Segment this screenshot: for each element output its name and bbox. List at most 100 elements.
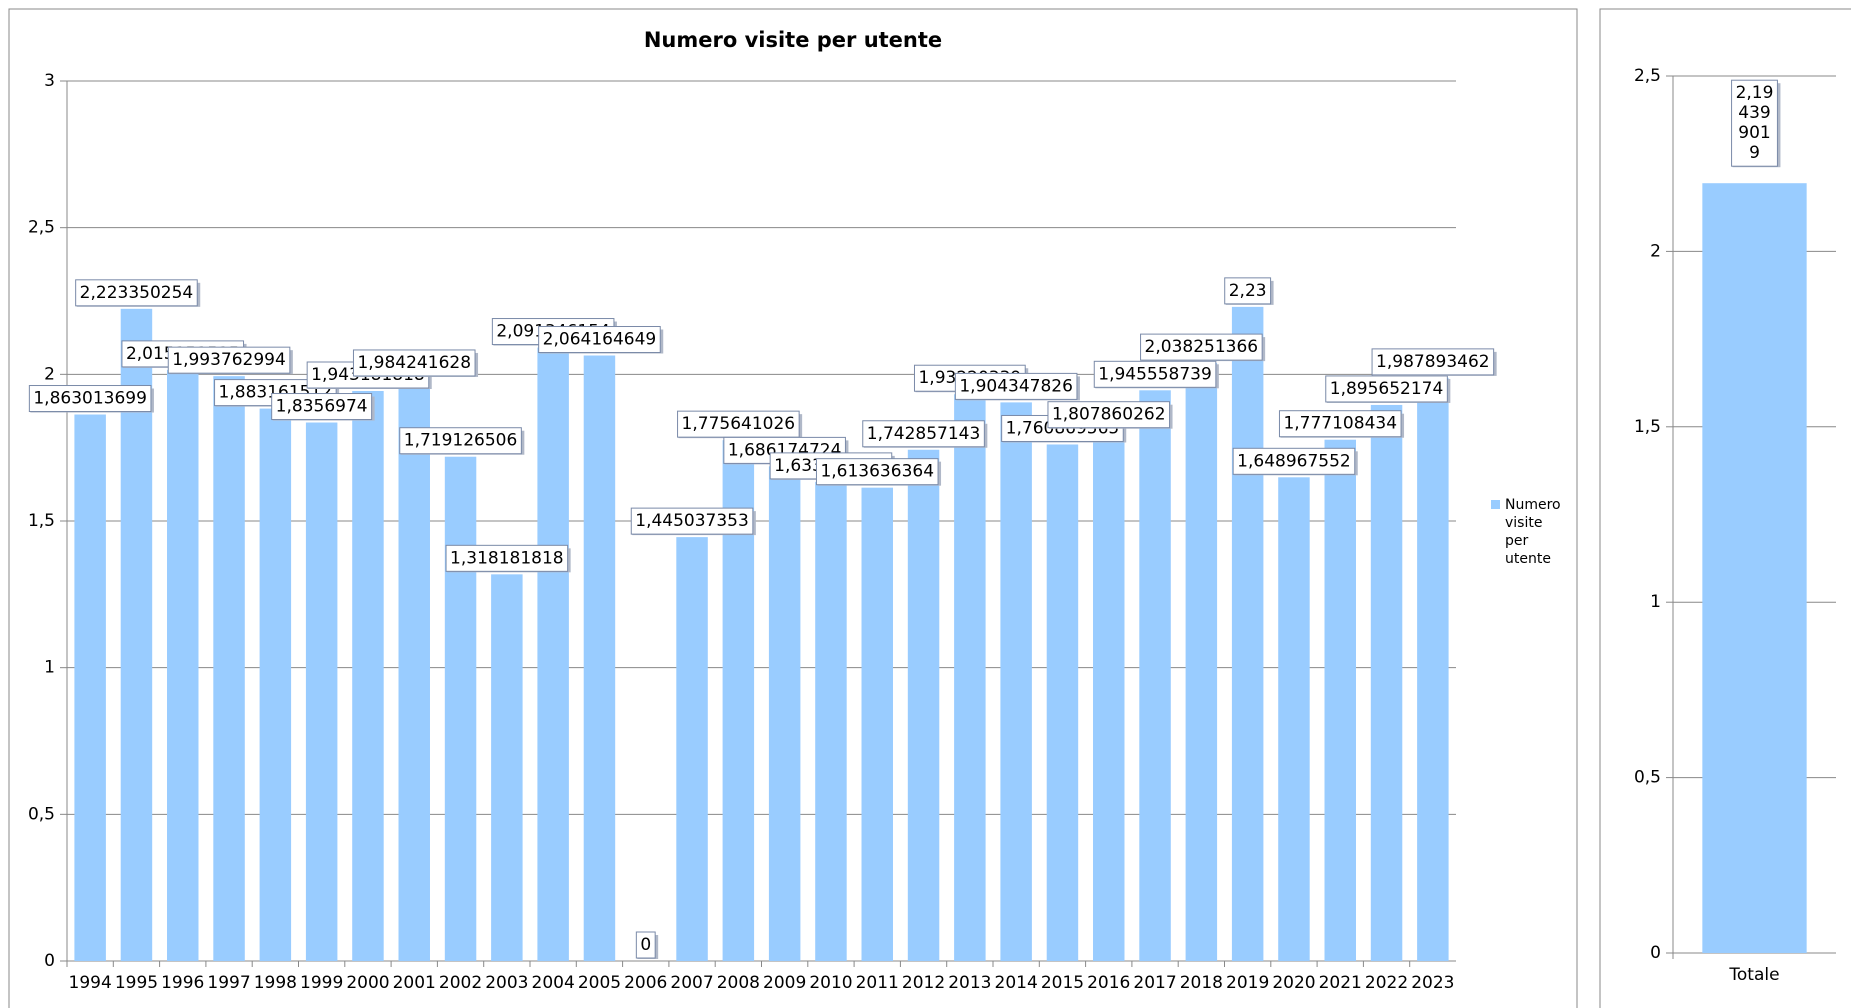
data-label-box xyxy=(352,349,476,377)
x-tick-label: 2014 xyxy=(995,973,1038,993)
bar xyxy=(1417,377,1449,961)
y-tick-label: 3 xyxy=(44,71,55,91)
x-tick-label: 2011 xyxy=(856,973,899,993)
y-tick-label: 0,5 xyxy=(28,804,55,824)
data-label-box xyxy=(1093,360,1217,388)
bar xyxy=(1046,444,1079,961)
data-label: 2,19 439 901 9 xyxy=(1736,83,1774,163)
y-tick-label: 0 xyxy=(1650,943,1661,963)
bar xyxy=(815,481,847,961)
legend-swatch xyxy=(1491,500,1500,509)
x-tick-label: 2001 xyxy=(393,973,436,993)
y-tick-label: 0,5 xyxy=(1634,768,1661,788)
chart-title: Numero visite per utente xyxy=(644,28,942,52)
bar xyxy=(907,449,940,961)
data-label-box xyxy=(445,544,569,572)
data-label-box xyxy=(1325,375,1448,403)
data-label-box xyxy=(1140,333,1263,361)
bar xyxy=(1231,306,1264,961)
y-tick-label: 2,5 xyxy=(1634,66,1661,86)
data-label: 1,8356974 xyxy=(276,397,368,417)
legend-label: Numero visite per utente xyxy=(1505,497,1565,567)
bar xyxy=(768,466,801,961)
data-label-box xyxy=(862,420,985,448)
x-tick-label: 2002 xyxy=(439,973,482,993)
x-tick-label: 2017 xyxy=(1133,973,1176,993)
data-label: 2,23 xyxy=(1229,281,1267,301)
x-tick-label: 2010 xyxy=(809,973,852,993)
data-label: 1,895652174 xyxy=(1330,379,1444,399)
data-label-box xyxy=(1047,401,1171,429)
data-label-box xyxy=(677,410,800,438)
bar xyxy=(583,355,616,961)
x-tick-label: 1998 xyxy=(254,973,297,993)
bar xyxy=(74,414,106,961)
x-tick-label: 2013 xyxy=(948,973,991,993)
data-label: 1,863013699 xyxy=(33,389,147,409)
x-tick-label: 2015 xyxy=(1041,973,1084,993)
x-tick-label: 2021 xyxy=(1319,973,1362,993)
data-label: 1,775641026 xyxy=(682,414,796,434)
y-tick-label: 2 xyxy=(44,364,55,384)
y-tick-label: 2 xyxy=(1650,241,1661,261)
x-tick-label: 1997 xyxy=(207,973,250,993)
bar xyxy=(352,391,384,961)
y-tick-label: 2,5 xyxy=(28,218,55,238)
x-tick-label: 1996 xyxy=(161,973,204,993)
bar xyxy=(120,308,153,961)
bar xyxy=(1370,404,1403,961)
data-label: 2,223350254 xyxy=(80,283,194,303)
bar xyxy=(444,456,477,961)
data-label-box xyxy=(635,931,656,959)
x-tick-label: 2009 xyxy=(763,973,806,993)
bar xyxy=(861,487,893,961)
data-label-box xyxy=(815,458,939,486)
data-label: 2,064164649 xyxy=(543,330,657,350)
data-label-box xyxy=(1371,348,1495,376)
data-label-box xyxy=(167,346,291,374)
data-label: 1,807860262 xyxy=(1052,405,1166,425)
data-label-box xyxy=(1232,447,1356,475)
x-tick-label: 2003 xyxy=(485,973,528,993)
data-label: 1,445037353 xyxy=(635,511,749,531)
x-tick-label: 2022 xyxy=(1365,973,1408,993)
data-label: 2,038251366 xyxy=(1145,337,1259,357)
x-tick-label: 2016 xyxy=(1087,973,1130,993)
x-tick-label: 1999 xyxy=(300,973,343,993)
bar xyxy=(1000,402,1032,961)
y-tick-label: 1,5 xyxy=(1634,417,1661,437)
x-tick-label: 2020 xyxy=(1272,973,1315,993)
bar xyxy=(167,369,199,961)
data-label-box xyxy=(28,385,152,413)
data-label-box xyxy=(271,393,373,421)
bar xyxy=(213,376,245,961)
bar xyxy=(1093,430,1125,961)
bar xyxy=(1324,439,1356,962)
data-label: 1,987893462 xyxy=(1376,352,1490,372)
x-tick-label: 2007 xyxy=(670,973,713,993)
data-label: 1,945558739 xyxy=(1098,364,1212,384)
data-label: 1,904347826 xyxy=(959,376,1073,396)
x-tick-label: 2006 xyxy=(624,973,667,993)
bar xyxy=(1139,390,1171,962)
data-label: 1,719126506 xyxy=(404,431,518,451)
bar xyxy=(491,574,523,961)
data-label-box xyxy=(1731,79,1778,167)
x-tick-label: 1994 xyxy=(69,973,112,993)
bar xyxy=(676,537,708,961)
x-tick-label: Totale xyxy=(1728,965,1779,985)
x-tick-label: 2008 xyxy=(717,973,760,993)
data-label: 1,318181818 xyxy=(450,548,564,568)
data-label-box xyxy=(1278,410,1402,438)
data-label-box xyxy=(399,427,522,455)
data-label: 1,984241628 xyxy=(357,353,471,373)
data-label: 1,742857143 xyxy=(867,424,981,444)
x-tick-label: 2018 xyxy=(1180,973,1223,993)
bar xyxy=(537,347,569,961)
data-label-box xyxy=(1224,277,1272,305)
data-label: 1,648967552 xyxy=(1237,451,1351,471)
x-tick-label: 2019 xyxy=(1226,973,1269,993)
bar xyxy=(1702,183,1807,953)
x-tick-label: 2012 xyxy=(902,973,945,993)
